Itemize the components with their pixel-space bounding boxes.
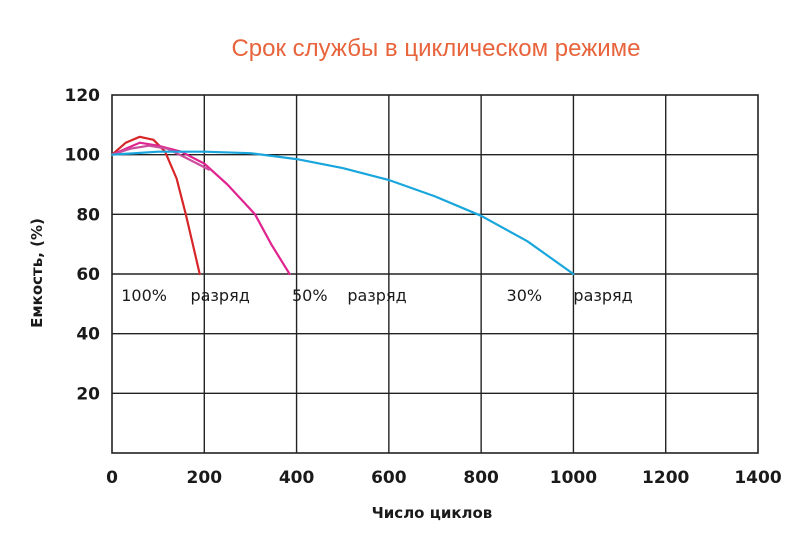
annotation-label: 30% (507, 286, 543, 305)
series-line-2 (110, 141, 291, 276)
x-tick-label: 1200 (642, 468, 689, 488)
annotation-label: 100% (121, 286, 167, 305)
y-tick-label: 40 (76, 325, 100, 345)
y-tick-label: 20 (76, 384, 100, 404)
series-line-4 (110, 150, 575, 276)
tick-labels: 0 200 400 600 800 1000 1200 1400 20 40 60 80 100 120 (65, 86, 782, 488)
x-tick-label: 1000 (550, 468, 597, 488)
y-tick-label: 60 (76, 265, 100, 285)
x-tick-label: 1400 (734, 468, 781, 488)
x-tick-label: 600 (371, 468, 407, 488)
y-tick-label: 120 (65, 86, 101, 106)
annotation-label: разряд (573, 286, 632, 305)
x-tick-label: 0 (106, 468, 118, 488)
x-tick-label: 200 (187, 468, 223, 488)
y-tick-label: 80 (76, 205, 100, 225)
chart-title: Срок службы в циклическом режиме (231, 35, 640, 62)
x-tick-label: 400 (279, 468, 315, 488)
y-axis-label: Емкость, (%) (28, 218, 46, 328)
x-axis-label: Число циклов (372, 504, 493, 522)
x-tick-label: 800 (463, 468, 499, 488)
annotation-label: разряд (190, 286, 249, 305)
plot-frame (111, 94, 759, 454)
grid (111, 94, 759, 454)
series-group (110, 135, 575, 276)
annotation-label: 50% (292, 286, 328, 305)
y-tick-label: 100 (65, 146, 101, 166)
series-line-3 (110, 144, 210, 171)
annotation-label: разряд (347, 286, 406, 305)
annotations: 100% разряд 50% разряд 30% разряд (121, 286, 633, 305)
